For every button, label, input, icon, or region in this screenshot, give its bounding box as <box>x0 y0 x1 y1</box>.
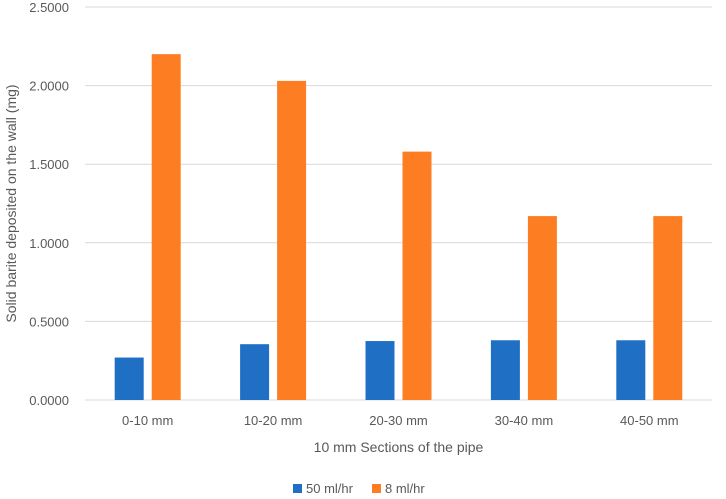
x-tick-label: 0-10 mm <box>122 413 173 428</box>
x-tick-label: 10-20 mm <box>244 413 303 428</box>
bar-series-1 <box>616 340 646 400</box>
x-tick-label: 40-50 mm <box>620 413 679 428</box>
legend-label: 8 ml/hr <box>385 481 425 496</box>
legend-item: 8 ml/hr <box>372 481 425 496</box>
gridlines <box>85 6 712 401</box>
y-tick-label: 1.0000 <box>29 236 69 251</box>
y-tick-label: 0.5000 <box>29 314 69 329</box>
bar-series-2 <box>653 216 683 400</box>
bars <box>114 54 683 400</box>
bar-series-2 <box>527 216 557 400</box>
y-tick-label: 2.0000 <box>29 79 69 94</box>
legend: 50 ml/hr 8 ml/hr <box>293 481 425 496</box>
y-tick-label: 0.0000 <box>29 393 69 408</box>
y-axis-ticks: 0.0000 0.5000 1.0000 1.5000 2.0000 2.5000 <box>29 0 69 408</box>
bar-series-1 <box>240 344 270 400</box>
bar-series-1 <box>490 340 520 400</box>
legend-swatch <box>372 484 381 493</box>
bar-series-1 <box>114 357 144 400</box>
bar-series-2 <box>151 54 181 400</box>
x-axis-ticks: 0-10 mm 10-20 mm 20-30 mm 30-40 mm 40-50 mm <box>122 413 679 428</box>
bar-series-1 <box>365 341 395 400</box>
bar-series-2 <box>402 151 432 400</box>
x-axis-label: 10 mm Sections of the pipe <box>314 439 484 455</box>
legend-swatch <box>293 484 302 493</box>
legend-label: 50 ml/hr <box>306 481 354 496</box>
bar-series-2 <box>277 80 307 400</box>
y-tick-label: 2.5000 <box>29 0 69 15</box>
x-tick-label: 30-40 mm <box>495 413 554 428</box>
x-tick-label: 20-30 mm <box>369 413 428 428</box>
legend-item: 50 ml/hr <box>293 481 354 496</box>
y-tick-label: 1.5000 <box>29 157 69 172</box>
y-axis-label: Solid barite deposited on the wall (mg) <box>3 84 19 322</box>
